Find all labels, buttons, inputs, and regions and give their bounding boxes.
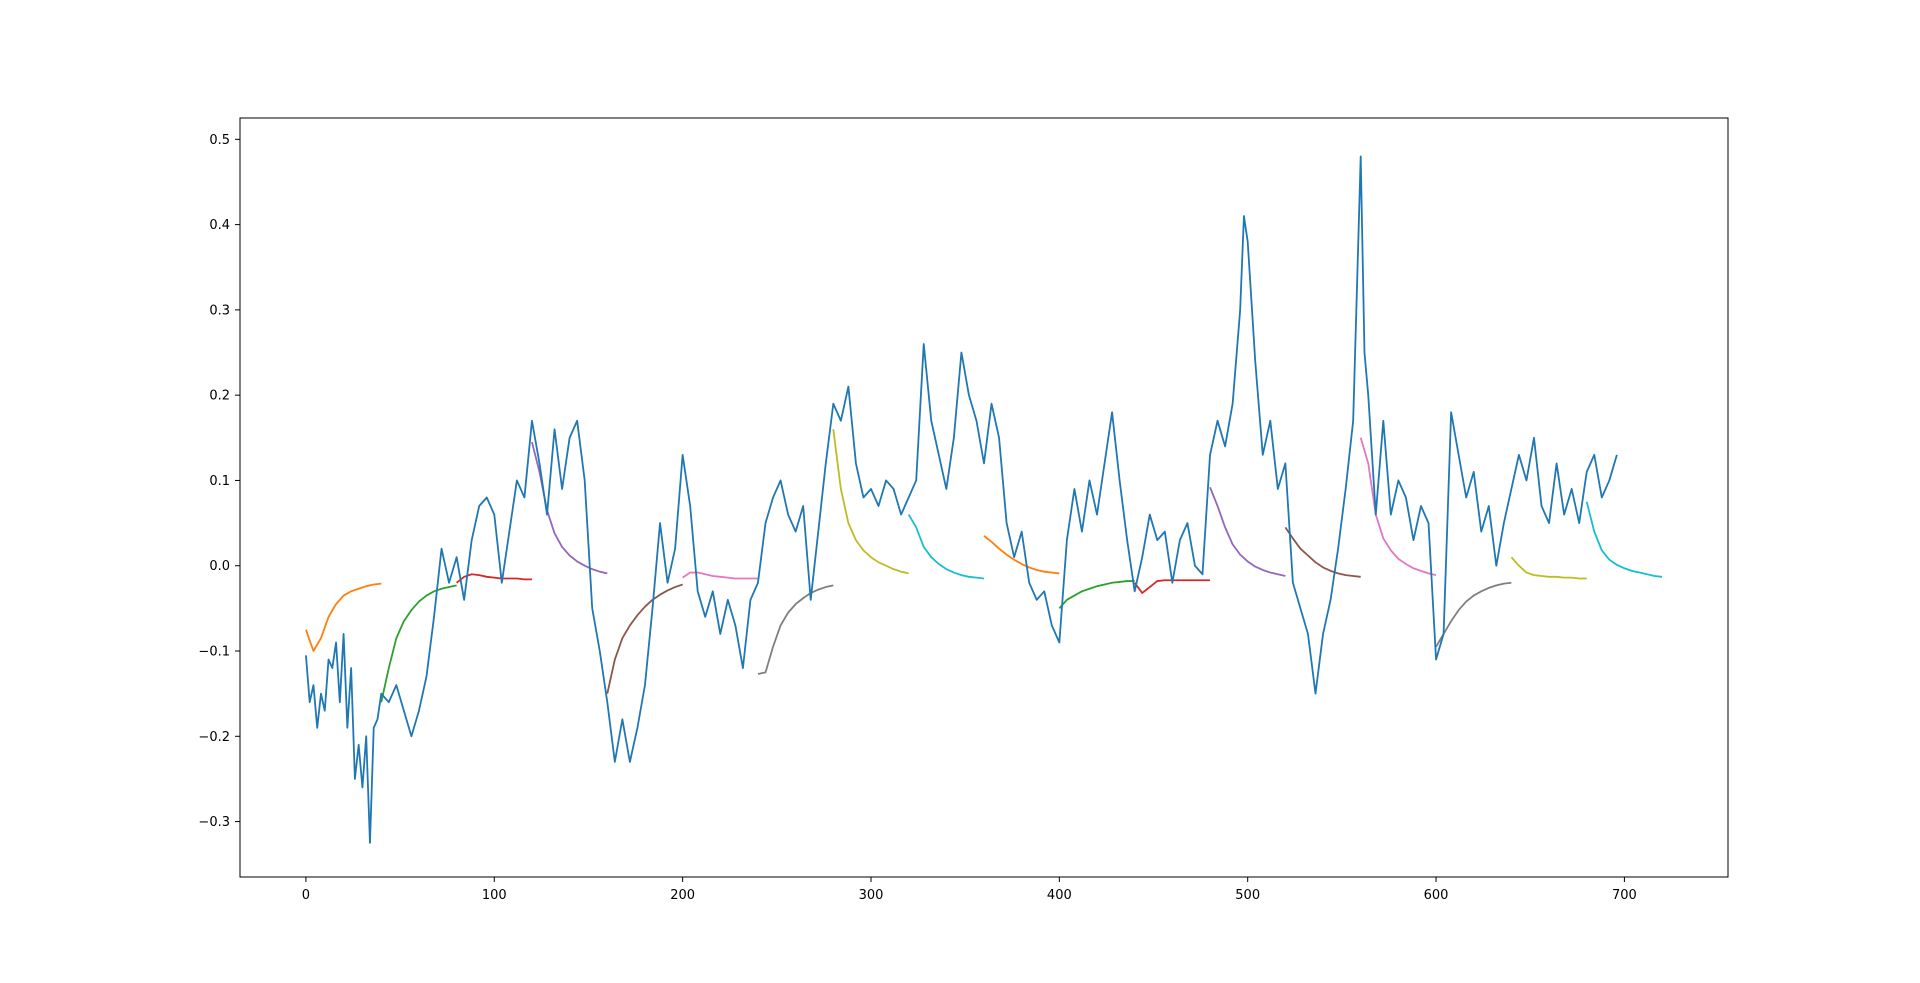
main-series-line <box>305 155 1618 844</box>
forecast-series-group <box>305 429 1663 703</box>
forecast-line-17 <box>1510 556 1587 580</box>
forecast-line-2 <box>380 584 457 703</box>
main-series-group <box>305 155 1618 844</box>
forecast-line-15 <box>1359 437 1437 576</box>
x-tick-label: 700 <box>1612 888 1637 903</box>
forecast-line-5 <box>606 583 683 694</box>
y-tick-label: 0.5 <box>209 133 230 148</box>
forecast-line-7 <box>757 584 834 675</box>
x-tick-label: 300 <box>859 888 884 903</box>
forecast-line-16 <box>1435 581 1512 648</box>
forecast-line-6 <box>682 571 758 580</box>
forecast-line-3 <box>456 573 532 584</box>
x-tick-label: 500 <box>1235 888 1260 903</box>
forecast-line-18 <box>1585 501 1663 578</box>
y-tick-label: −0.2 <box>198 730 230 745</box>
forecast-line-13 <box>1209 486 1286 577</box>
y-tick-label: 0.2 <box>209 389 230 404</box>
forecast-line-11 <box>1058 580 1135 609</box>
forecast-line-1 <box>305 582 382 652</box>
forecast-line-10 <box>983 535 1060 575</box>
y-tick-label: −0.3 <box>198 815 230 830</box>
y-tick-label: 0.3 <box>209 303 230 318</box>
x-tick-label: 200 <box>670 888 695 903</box>
forecast-line-14 <box>1284 526 1361 578</box>
plot-area-frame <box>239 117 1729 878</box>
y-axis: −0.3 −0.2 −0.1 0.0 0.1 0.2 0.3 0.4 0.5 <box>198 133 240 830</box>
x-tick-label: 100 <box>482 888 507 903</box>
x-tick-label: 400 <box>1047 888 1072 903</box>
y-tick-label: 0.1 <box>209 474 230 489</box>
forecast-line-9 <box>907 514 985 580</box>
x-tick-label: 600 <box>1424 888 1449 903</box>
forecast-line-8 <box>832 429 909 575</box>
x-axis: 0 100 200 300 400 500 600 700 <box>302 877 1637 903</box>
forecast-line-4 <box>531 441 608 575</box>
x-tick-label: 0 <box>302 888 310 903</box>
y-tick-label: 0.4 <box>209 218 230 233</box>
y-tick-label: −0.1 <box>198 645 230 660</box>
y-tick-label: 0.0 <box>209 559 230 574</box>
